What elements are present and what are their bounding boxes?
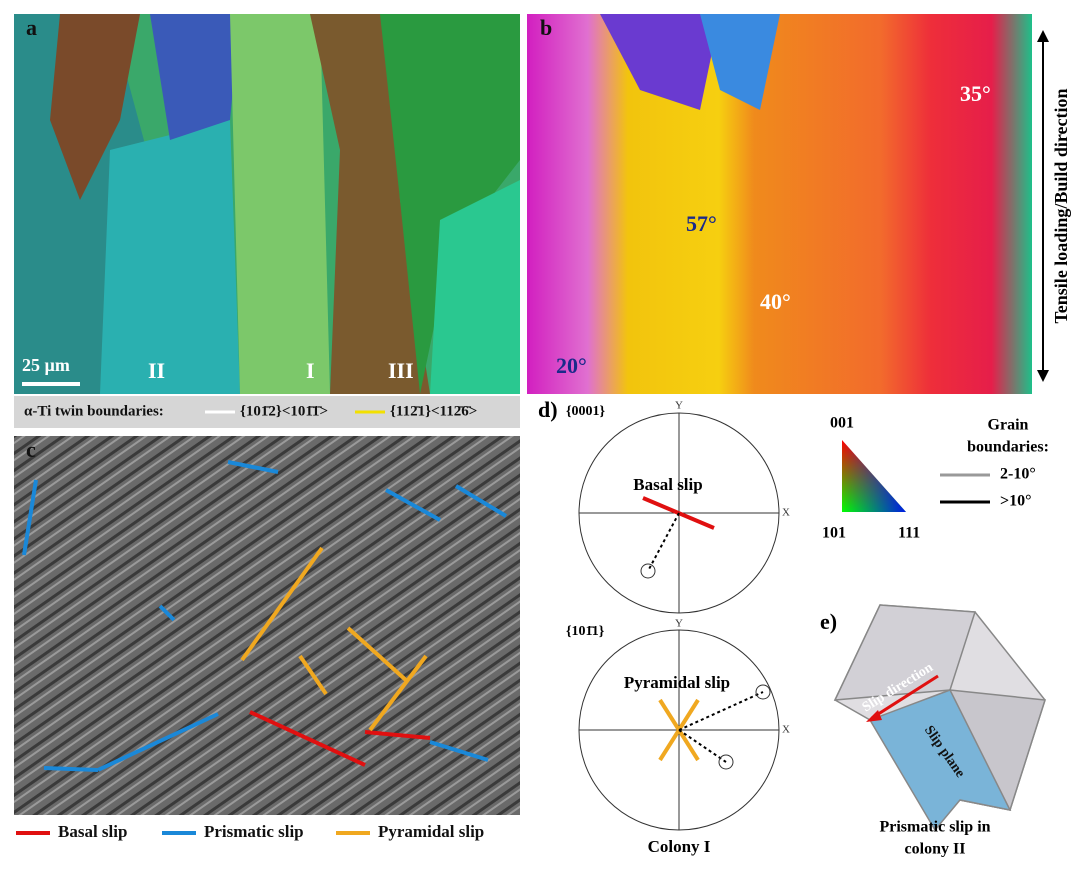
colony-label: I [306, 358, 315, 383]
pole-link [647, 512, 680, 572]
panel-b: b 35° 57° 40° 20° Tensile loading/Build … [527, 14, 1071, 394]
slip-trace [227, 460, 279, 474]
legend-item: {112̄1}<112̄6̄> [390, 403, 477, 419]
panel-label: d) [538, 397, 558, 422]
slip-trace [429, 740, 489, 762]
scale-label: 25 µm [22, 355, 70, 375]
legend-item: >10° [1000, 493, 1032, 510]
slip-arrow [871, 674, 939, 720]
slip-trace [368, 654, 428, 732]
grain [700, 14, 780, 110]
angle-label: 40° [760, 289, 791, 314]
colony-label: III [388, 358, 414, 383]
pole-marker [718, 754, 734, 770]
axis-label: X [782, 507, 790, 519]
pole-marker [755, 684, 771, 700]
grain [230, 14, 330, 394]
grain [600, 14, 720, 110]
pole-title: {0001} [566, 404, 606, 419]
grain [150, 14, 240, 140]
panel-d [578, 412, 780, 831]
axis-label: Y [675, 400, 683, 412]
panel-label: b [540, 15, 552, 40]
caption: Colony I [648, 837, 711, 856]
slip-trace [158, 604, 176, 622]
ipf-corner: 101 [822, 525, 846, 542]
axis-label: X [782, 724, 790, 736]
ipf-triangle [842, 440, 906, 512]
slip-traces [22, 460, 508, 772]
pole-title: {101̄1} [566, 624, 605, 639]
slip-trace [249, 710, 366, 767]
slip-plane [868, 689, 1012, 832]
legend-title: Grain [988, 417, 1029, 434]
grain [380, 14, 520, 394]
legend-item: {101̄2}<101̄1̄> [240, 403, 328, 419]
pole-marker [640, 563, 656, 579]
pole-link [678, 729, 727, 763]
slip-trace [240, 546, 324, 662]
slip-trace [22, 479, 38, 556]
slip-label: Basal slip [633, 475, 702, 494]
panel-e [833, 604, 1046, 832]
ipf-corner: 111 [898, 525, 920, 542]
slip-trace [346, 626, 410, 684]
ebsd-map [527, 14, 1032, 394]
legend-item: Pyramidal slip [378, 822, 484, 841]
grain [310, 14, 430, 394]
slip-trace [298, 654, 328, 696]
panel-label: c [26, 437, 36, 462]
angle-label: 35° [960, 81, 991, 106]
panel-c: c Basal slip Prismatic slip Pyramidal sl… [14, 436, 520, 841]
legend-title: α-Ti twin boundaries: [24, 403, 164, 419]
panel-label: e) [820, 609, 837, 634]
slip-trace [454, 484, 508, 518]
panel-label: a [26, 15, 37, 40]
legend-bar [14, 396, 520, 428]
slip-trace [43, 766, 99, 772]
slip-trace [364, 730, 431, 740]
legend-item: 2-10° [1000, 466, 1036, 483]
legend-item: Basal slip [58, 822, 127, 841]
ipf-corner: 001 [830, 415, 854, 432]
legend-item: Prismatic slip [204, 822, 304, 841]
angle-label: 20° [556, 353, 587, 378]
colony-label: II [148, 358, 165, 383]
slip-label: Pyramidal slip [624, 673, 730, 692]
panel-a: a 25 µm II I III α-Ti twin boundaries: {… [14, 14, 520, 428]
axis-label: Y [675, 618, 683, 630]
angle-label: 57° [686, 211, 717, 236]
side-label: Tensile loading/Build direction [1051, 88, 1071, 323]
arrow-head [1037, 30, 1049, 42]
grain [430, 180, 520, 394]
arrow-head [1037, 370, 1049, 382]
grain [50, 14, 140, 200]
arrow-head [866, 710, 882, 722]
slip-trace [385, 488, 441, 522]
caption: colony II [905, 841, 966, 858]
caption: Prismatic slip in [879, 819, 990, 836]
grain [100, 120, 240, 394]
legend-title: boundaries: [967, 439, 1049, 456]
slip-trace [97, 712, 219, 772]
